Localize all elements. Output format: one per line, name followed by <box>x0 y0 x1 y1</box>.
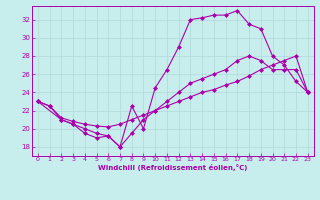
X-axis label: Windchill (Refroidissement éolien,°C): Windchill (Refroidissement éolien,°C) <box>98 164 247 171</box>
